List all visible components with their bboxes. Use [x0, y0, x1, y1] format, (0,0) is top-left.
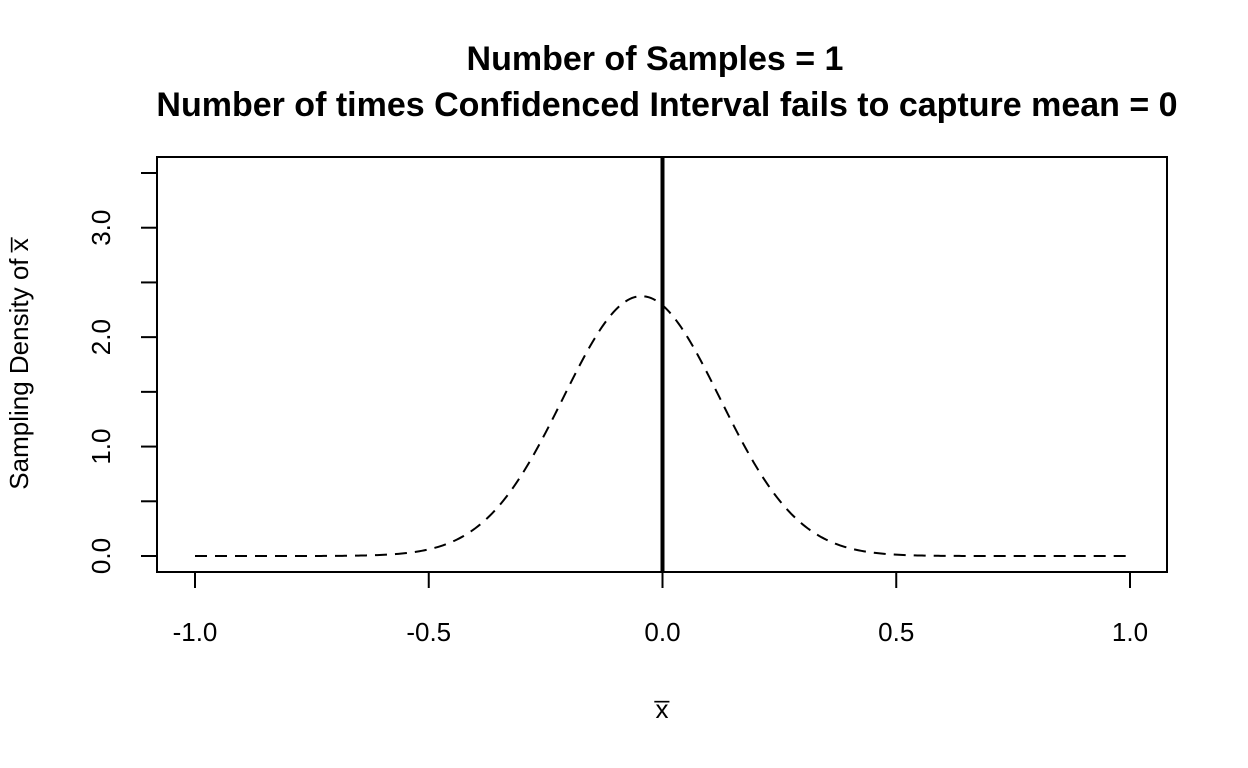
chart-title: Number of Samples = 1 [467, 40, 844, 78]
y-tick-label: 3.0 [86, 210, 116, 246]
x-tick-label: -1.0 [173, 617, 218, 647]
x-tick-label: -0.5 [406, 617, 451, 647]
chart-subtitle: Number of times Confidenced Interval fai… [156, 86, 1177, 124]
y-axis: 0.0 1.0 2.0 3.0 [86, 172, 158, 574]
y-tick-label: 2.0 [86, 319, 116, 355]
y-axis-label: Sampling Density of x̅ [4, 237, 34, 490]
x-axis: -1.0 -0.5 0.0 0.5 1.0 [173, 571, 1148, 647]
x-tick-label: 0.0 [644, 617, 680, 647]
x-tick-label: 1.0 [1112, 617, 1148, 647]
y-tick-label: 1.0 [86, 428, 116, 464]
x-axis-label: x̅ [654, 694, 670, 724]
y-tick-label: 0.0 [86, 538, 116, 574]
x-tick-label: 0.5 [878, 617, 914, 647]
